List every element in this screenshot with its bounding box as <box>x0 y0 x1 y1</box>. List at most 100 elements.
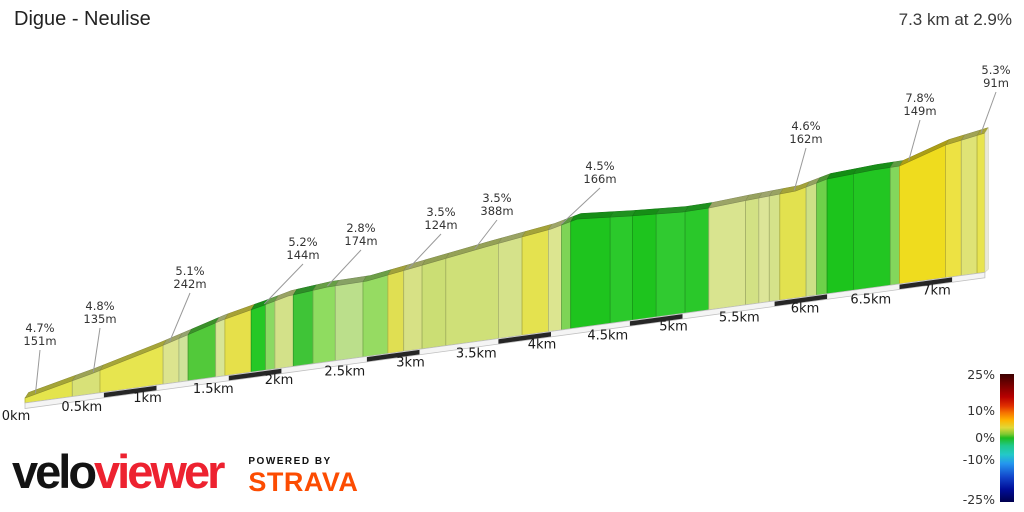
axis-label: 7km <box>922 284 950 299</box>
axis-label: 2km <box>265 373 293 388</box>
annotation-leader-line <box>908 119 921 161</box>
profile-segment <box>497 236 523 340</box>
axis-label: 4km <box>528 337 556 352</box>
annotation-gradient: 4.5% <box>585 159 614 173</box>
profile-segment <box>768 193 781 303</box>
annotation-leader-line <box>263 263 304 305</box>
axis-label: 6.5km <box>850 293 891 308</box>
axis-label: 1.5km <box>193 382 234 397</box>
scale-bar-black-tick <box>228 368 282 381</box>
axis-label: 2.5km <box>324 364 365 379</box>
scale-bar-black-tick <box>899 277 953 290</box>
annotation-length: 91m <box>983 76 1009 90</box>
annotation-length: 162m <box>789 132 822 146</box>
veloviewer-logo[interactable]: velo viewer POWERED BY STRAVA <box>12 444 358 500</box>
profile-segment <box>162 337 180 385</box>
profile-segment <box>548 224 562 333</box>
axis-label: 5km <box>659 320 687 335</box>
legend-label: 25% <box>967 367 995 382</box>
annotation-leader-line <box>169 292 191 342</box>
scale-bar-black-tick <box>498 332 551 344</box>
annotation-leader-line <box>35 349 41 394</box>
scale-bar-black-tick <box>629 314 683 326</box>
powered-by-label: POWERED BY <box>248 456 332 467</box>
profile-segment <box>215 318 226 378</box>
legend-label: -25% <box>963 492 995 507</box>
profile-segment <box>758 195 770 304</box>
annotation-length: 135m <box>83 312 116 326</box>
annotation-length: 151m <box>23 334 56 348</box>
profile-segment <box>265 300 276 371</box>
annotation-leader-line <box>327 249 362 287</box>
annotation-length: 124m <box>424 218 457 232</box>
profile-segment <box>684 207 710 314</box>
profile-segment <box>250 303 267 373</box>
profile-segment <box>655 211 686 318</box>
annotation-leader-line <box>561 187 601 225</box>
profile-segment <box>976 132 986 274</box>
annotation-length: 174m <box>344 234 377 248</box>
annotation-gradient: 3.5% <box>482 191 511 205</box>
axis-label: 1km <box>133 391 161 406</box>
profile-segment <box>387 269 405 355</box>
profile-segment <box>570 216 611 330</box>
profile-segment <box>779 186 807 301</box>
profile-segment <box>362 274 389 358</box>
scale-bar-black-tick <box>774 294 828 307</box>
annotation-gradient: 4.6% <box>791 119 820 133</box>
gradient-legend-bar <box>1000 374 1014 502</box>
annotation-gradient: 5.3% <box>981 63 1010 77</box>
profile-segment <box>403 264 423 352</box>
annotation-leader-line <box>980 91 997 134</box>
profile-segment <box>312 285 336 365</box>
axis-label: 5.5km <box>719 311 760 326</box>
legend-label: 0% <box>975 430 995 445</box>
profile-segment <box>632 213 657 321</box>
annotation-gradient: 3.5% <box>426 205 455 219</box>
annotation-leader-line <box>408 233 442 269</box>
page-title: Digue - Neulise <box>14 8 151 30</box>
profile-segment <box>521 229 549 336</box>
profile-segment <box>889 165 900 286</box>
profile-segment <box>334 281 364 362</box>
profile-segment <box>609 215 633 324</box>
profile-segment <box>178 333 189 383</box>
profile-segment <box>292 289 314 367</box>
strava-wordmark: STRAVA <box>248 467 359 497</box>
legend-label: 10% <box>967 403 995 418</box>
profile-segment <box>805 182 817 298</box>
annotation-length: 149m <box>903 104 936 118</box>
axis-label: 4.5km <box>587 328 628 343</box>
annotation-length: 166m <box>583 172 616 186</box>
profile-segment <box>960 134 978 277</box>
veloviewer-logo-viewer: viewer <box>94 445 225 498</box>
axis-label: 0.5km <box>61 400 102 415</box>
profile-end-face <box>984 126 989 273</box>
strava-logo[interactable]: POWERED BY STRAVA <box>248 444 358 497</box>
annotation-leader-line <box>793 147 807 191</box>
profile-segment <box>445 242 499 347</box>
profile-segment <box>745 197 760 306</box>
scale-bar-black-tick <box>366 349 420 362</box>
scale-bar-black-tick <box>103 385 157 398</box>
profile-segment <box>224 309 252 377</box>
annotation-gradient: 4.7% <box>25 321 54 335</box>
climb-summary: 7.3 km at 2.9% <box>898 10 1012 29</box>
profile-segment <box>421 257 447 350</box>
annotation-leader-line <box>92 327 101 373</box>
profile-segment <box>561 220 572 331</box>
legend-label: -10% <box>963 452 995 467</box>
annotation-length: 388m <box>480 204 513 218</box>
annotation-gradient: 5.2% <box>288 235 317 249</box>
annotation-gradient: 2.8% <box>346 221 375 235</box>
profile-segment <box>826 173 854 295</box>
annotation-gradient: 7.8% <box>905 91 934 105</box>
annotation-length: 144m <box>286 248 319 262</box>
profile-segment <box>899 144 946 285</box>
axis-label: 0km <box>2 409 30 424</box>
axis-label: 3.5km <box>456 346 497 361</box>
annotation-gradient: 5.1% <box>175 264 204 278</box>
axis-label: 6km <box>791 302 819 317</box>
